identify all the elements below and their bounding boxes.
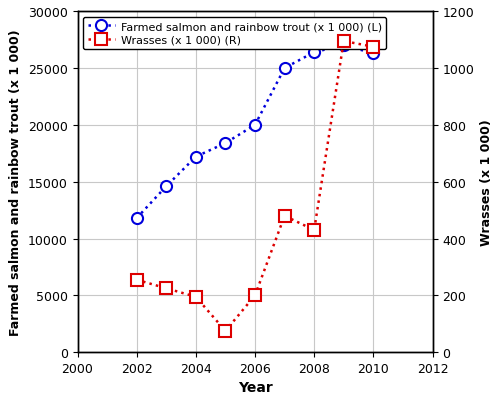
Farmed salmon and rainbow trout (x 1 000) (L) bbox=[222, 141, 228, 146]
Wrasses (x 1 000) (R) bbox=[134, 278, 140, 283]
Farmed salmon and rainbow trout (x 1 000) (L) bbox=[252, 123, 258, 128]
Wrasses (x 1 000) (R) bbox=[252, 293, 258, 298]
Y-axis label: Wrasses (x 1 000): Wrasses (x 1 000) bbox=[480, 119, 492, 245]
Wrasses (x 1 000) (R) bbox=[341, 39, 347, 44]
Farmed salmon and rainbow trout (x 1 000) (L) bbox=[163, 184, 169, 189]
Line: Farmed salmon and rainbow trout (x 1 000) (L): Farmed salmon and rainbow trout (x 1 000… bbox=[131, 40, 379, 224]
Wrasses (x 1 000) (R) bbox=[163, 286, 169, 291]
Wrasses (x 1 000) (R) bbox=[282, 214, 288, 219]
Wrasses (x 1 000) (R) bbox=[311, 228, 317, 233]
X-axis label: Year: Year bbox=[238, 381, 272, 394]
Y-axis label: Farmed salmon and rainbow trout (x 1 000): Farmed salmon and rainbow trout (x 1 000… bbox=[10, 29, 22, 335]
Legend: Farmed salmon and rainbow trout (x 1 000) (L), Wrasses (x 1 000) (R): Farmed salmon and rainbow trout (x 1 000… bbox=[83, 18, 386, 50]
Farmed salmon and rainbow trout (x 1 000) (L) bbox=[193, 155, 199, 160]
Wrasses (x 1 000) (R) bbox=[370, 45, 376, 50]
Farmed salmon and rainbow trout (x 1 000) (L) bbox=[282, 66, 288, 71]
Wrasses (x 1 000) (R) bbox=[222, 329, 228, 334]
Wrasses (x 1 000) (R) bbox=[193, 294, 199, 299]
Farmed salmon and rainbow trout (x 1 000) (L) bbox=[134, 216, 140, 221]
Farmed salmon and rainbow trout (x 1 000) (L) bbox=[370, 52, 376, 57]
Farmed salmon and rainbow trout (x 1 000) (L) bbox=[311, 51, 317, 55]
Farmed salmon and rainbow trout (x 1 000) (L) bbox=[341, 44, 347, 49]
Line: Wrasses (x 1 000) (R): Wrasses (x 1 000) (R) bbox=[131, 36, 379, 337]
